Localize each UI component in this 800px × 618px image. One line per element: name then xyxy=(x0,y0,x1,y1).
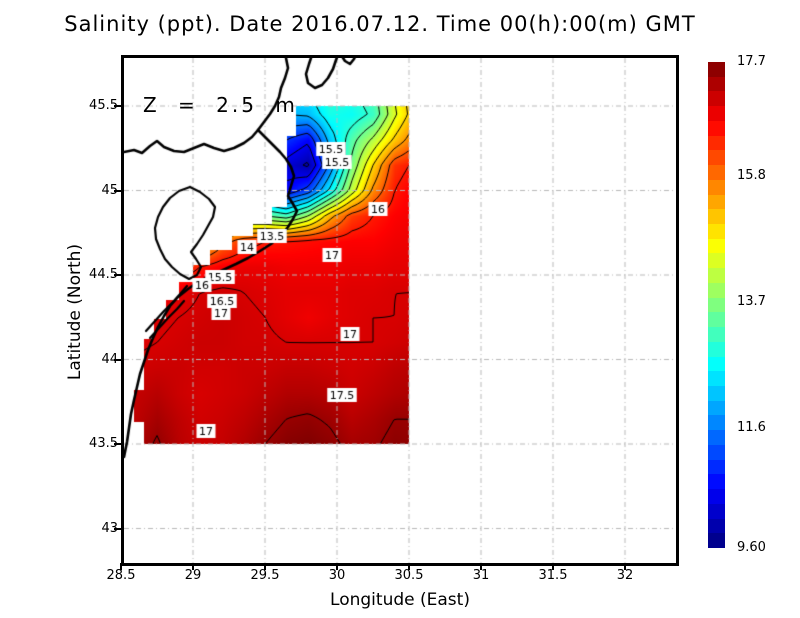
y-tick-mark xyxy=(114,274,121,276)
colorbar-segment xyxy=(708,76,725,92)
colorbar-segment xyxy=(708,327,725,343)
y-tick-mark xyxy=(114,443,121,445)
y-tick-mark xyxy=(114,189,121,192)
colorbar-segment xyxy=(708,356,725,372)
y-tick-label: 43 xyxy=(101,520,118,536)
x-tick-mark xyxy=(192,563,194,570)
colorbar-segment xyxy=(708,341,725,358)
x-tick-mark xyxy=(480,563,482,570)
colorbar-segment xyxy=(708,312,725,328)
colorbar-segment xyxy=(708,297,725,313)
x-tick-label: 31 xyxy=(472,568,490,583)
colorbar-segment xyxy=(708,444,725,461)
y-tick-label: 45.5 xyxy=(89,98,118,113)
y-axis-title: Latitude (North) xyxy=(65,243,85,381)
x-tick-mark xyxy=(624,563,626,570)
y-tick-mark xyxy=(114,358,121,361)
colorbar-segment xyxy=(708,518,725,534)
colorbar-segment xyxy=(708,91,725,107)
x-tick-label: 31.5 xyxy=(538,568,568,583)
colorbar-segment xyxy=(708,533,725,549)
x-tick-mark xyxy=(336,563,338,570)
y-tick-mark xyxy=(114,105,121,107)
colorbar-segment xyxy=(708,179,725,196)
colorbar-segment xyxy=(708,120,725,137)
colorbar-segment xyxy=(708,282,725,299)
x-tick-mark xyxy=(264,563,266,570)
x-tick-mark xyxy=(408,563,410,570)
colorbar-label: 17.7 xyxy=(737,54,766,69)
colorbar-segment xyxy=(708,209,725,225)
colorbar-segment xyxy=(708,474,725,490)
x-tick-label: 29 xyxy=(184,568,202,583)
x-tick-mark xyxy=(552,563,554,570)
colorbar xyxy=(708,62,725,549)
colorbar-segment xyxy=(708,430,725,446)
colorbar-label: 9.60 xyxy=(737,540,766,555)
y-tick-mark xyxy=(114,527,121,530)
x-axis-title: Longitude (East) xyxy=(330,590,470,610)
y-tick-label: 43.5 xyxy=(89,436,118,451)
colorbar-segment xyxy=(708,238,725,254)
colorbar-segment xyxy=(708,150,725,166)
colorbar-segment xyxy=(708,135,725,151)
colorbar-segment xyxy=(708,489,725,505)
x-tick-label: 29.5 xyxy=(250,568,280,583)
colorbar-segment xyxy=(708,165,725,181)
colorbar-segment xyxy=(708,371,725,387)
colorbar-segment xyxy=(708,503,725,520)
plot-title: Salinity (ppt). Date 2016.07.12. Time 00… xyxy=(64,12,696,36)
colorbar-label: 13.7 xyxy=(737,294,766,309)
x-tick-mark xyxy=(120,563,122,570)
y-tick-label: 44.5 xyxy=(89,267,118,282)
colorbar-segment xyxy=(708,253,725,269)
colorbar-segment xyxy=(708,415,725,431)
x-tick-label: 32 xyxy=(616,568,634,583)
colorbar-segment xyxy=(708,106,725,122)
colorbar-segment xyxy=(708,224,725,240)
colorbar-segment xyxy=(708,194,725,210)
depth-annotation: Z = 2.5 m xyxy=(143,93,298,117)
colorbar-segment xyxy=(708,62,725,78)
plot-border xyxy=(121,55,679,566)
y-tick-label: 45 xyxy=(101,182,118,198)
colorbar-label: 11.6 xyxy=(737,420,766,435)
x-tick-label: 30.5 xyxy=(394,568,424,583)
colorbar-segment xyxy=(708,459,725,475)
x-tick-label: 30 xyxy=(328,568,346,583)
colorbar-segment xyxy=(708,400,725,416)
colorbar-segment xyxy=(708,386,725,402)
map-canvas xyxy=(124,58,676,563)
colorbar-segment xyxy=(708,268,725,284)
y-tick-label: 44 xyxy=(101,351,118,367)
x-tick-label: 28.5 xyxy=(106,568,136,583)
colorbar-label: 15.8 xyxy=(737,168,766,183)
